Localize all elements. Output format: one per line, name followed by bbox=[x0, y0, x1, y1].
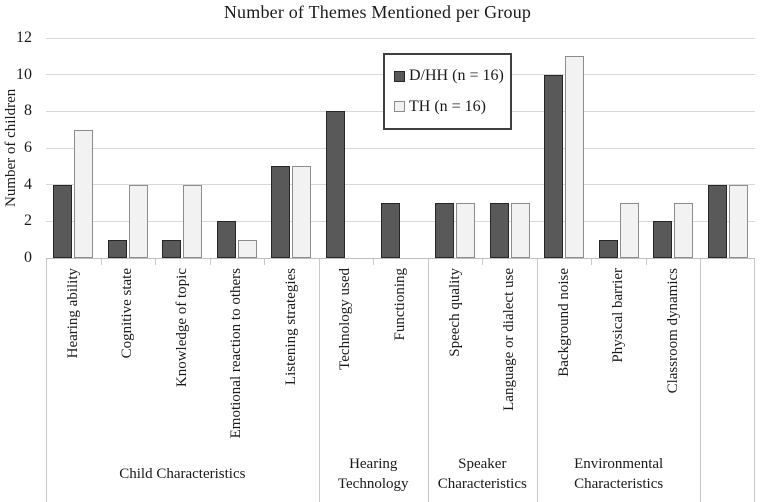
bar-dhh bbox=[489, 203, 509, 258]
bar-th bbox=[128, 184, 148, 258]
legend-swatch-dhh bbox=[394, 70, 405, 82]
category-cell: Listening strategies bbox=[264, 259, 319, 443]
category-label: Speech quality bbox=[446, 268, 463, 357]
bar-dhh bbox=[216, 221, 236, 258]
category-boundary-tick bbox=[264, 259, 266, 265]
group-label: Environmental Characteristics bbox=[574, 456, 664, 492]
group-divider-line bbox=[427, 259, 429, 502]
category-label: Hearing ability bbox=[64, 268, 81, 359]
group-divider-line bbox=[536, 259, 538, 502]
category-cell: Background noise bbox=[537, 259, 592, 443]
category-boundary-tick bbox=[373, 259, 375, 265]
bar-dhh bbox=[598, 239, 618, 258]
y-tick-label: 0 bbox=[24, 249, 32, 266]
gridline bbox=[46, 37, 755, 39]
category-label: Emotional reaction to others bbox=[228, 268, 245, 439]
category-cell: Cognitive state bbox=[101, 259, 156, 443]
category-cell: Emotional reaction to others bbox=[210, 259, 265, 443]
category-boundary-tick bbox=[482, 259, 484, 265]
y-tick-label: 4 bbox=[24, 175, 32, 193]
category-cell: Speech quality bbox=[428, 259, 483, 443]
category-boundary-tick bbox=[100, 259, 102, 265]
bar-dhh bbox=[653, 221, 673, 258]
category-cell: Language or dialect use bbox=[482, 259, 537, 443]
group-divider-line bbox=[318, 259, 320, 502]
category-cell: Functioning bbox=[373, 259, 428, 443]
group-divider-line bbox=[700, 259, 702, 502]
y-tick-label: 8 bbox=[24, 102, 32, 120]
category-cell: Knowledge of topic bbox=[155, 259, 210, 443]
y-tick-label: 12 bbox=[16, 29, 32, 46]
legend-item-dhh: D/HH (n = 16) bbox=[394, 67, 510, 85]
group-label: Hearing Technology bbox=[337, 456, 409, 492]
bar-dhh bbox=[707, 184, 727, 258]
bar-th bbox=[183, 184, 203, 258]
category-label: Functioning bbox=[391, 268, 408, 341]
group-divider-line bbox=[46, 259, 47, 502]
gridline bbox=[46, 147, 755, 149]
category-label: Knowledge of topic bbox=[173, 268, 190, 388]
category-label: Background noise bbox=[555, 268, 572, 377]
bar-dhh bbox=[435, 203, 455, 258]
category-boundary-tick bbox=[645, 259, 647, 265]
bar-dhh bbox=[107, 239, 127, 258]
category-label: Classroom dynamics bbox=[664, 268, 681, 394]
bar-th bbox=[728, 184, 748, 258]
gridline bbox=[46, 184, 755, 186]
bar-dhh bbox=[162, 239, 182, 258]
category-boundary-tick bbox=[209, 259, 211, 265]
category-cell: Physical barrier bbox=[591, 259, 646, 443]
category-boundary-tick bbox=[155, 259, 157, 265]
category-label: Physical barrier bbox=[610, 268, 627, 363]
bar-dhh bbox=[544, 74, 564, 258]
y-tick-label: 2 bbox=[24, 212, 32, 230]
bar-dhh bbox=[380, 203, 400, 258]
category-cell: Classroom dynamics bbox=[646, 259, 701, 443]
legend: D/HH (n = 16) TH (n = 16) bbox=[383, 53, 512, 130]
gridline bbox=[46, 220, 755, 222]
y-tick-label: 6 bbox=[24, 139, 32, 156]
chart-title: Number of Themes Mentioned per Group bbox=[223, 2, 532, 22]
category-axis-area: Hearing ability Cognitive state Knowledge … bbox=[46, 259, 755, 502]
bar-th bbox=[456, 203, 476, 258]
category-label: Cognitive state bbox=[119, 268, 136, 359]
bar-th bbox=[292, 166, 312, 258]
bar-th bbox=[510, 203, 530, 258]
category-cell: Hearing ability bbox=[46, 259, 101, 443]
category-boundary-tick bbox=[591, 259, 593, 265]
bar-dhh bbox=[53, 184, 73, 258]
bar-th bbox=[237, 239, 257, 258]
legend-item-th: TH (n = 16) bbox=[394, 98, 510, 116]
category-cell: Technology used bbox=[319, 259, 374, 443]
bar-dhh bbox=[271, 166, 291, 258]
y-tick-label: 10 bbox=[16, 65, 32, 83]
bar-dhh bbox=[325, 111, 345, 258]
category-label: Language or dialect use bbox=[501, 268, 518, 411]
y-axis: 0 2 4 6 8 10 12 bbox=[0, 0, 36, 280]
group-divider-line bbox=[754, 259, 755, 502]
bar-th bbox=[565, 56, 585, 258]
legend-label-th: TH (n = 16) bbox=[409, 97, 487, 115]
legend-swatch-th bbox=[394, 101, 405, 113]
bar-th bbox=[674, 203, 694, 258]
plot-area bbox=[46, 37, 755, 259]
legend-label-dhh: D/HH (n = 16) bbox=[409, 67, 504, 85]
category-label: Technology used bbox=[337, 268, 354, 370]
group-label: Speaker Characteristics bbox=[437, 456, 527, 492]
bar-th bbox=[619, 203, 639, 258]
bar-th bbox=[74, 129, 94, 258]
group-label: Child Characteristics bbox=[119, 465, 246, 482]
category-label: Listening strategies bbox=[282, 268, 299, 386]
